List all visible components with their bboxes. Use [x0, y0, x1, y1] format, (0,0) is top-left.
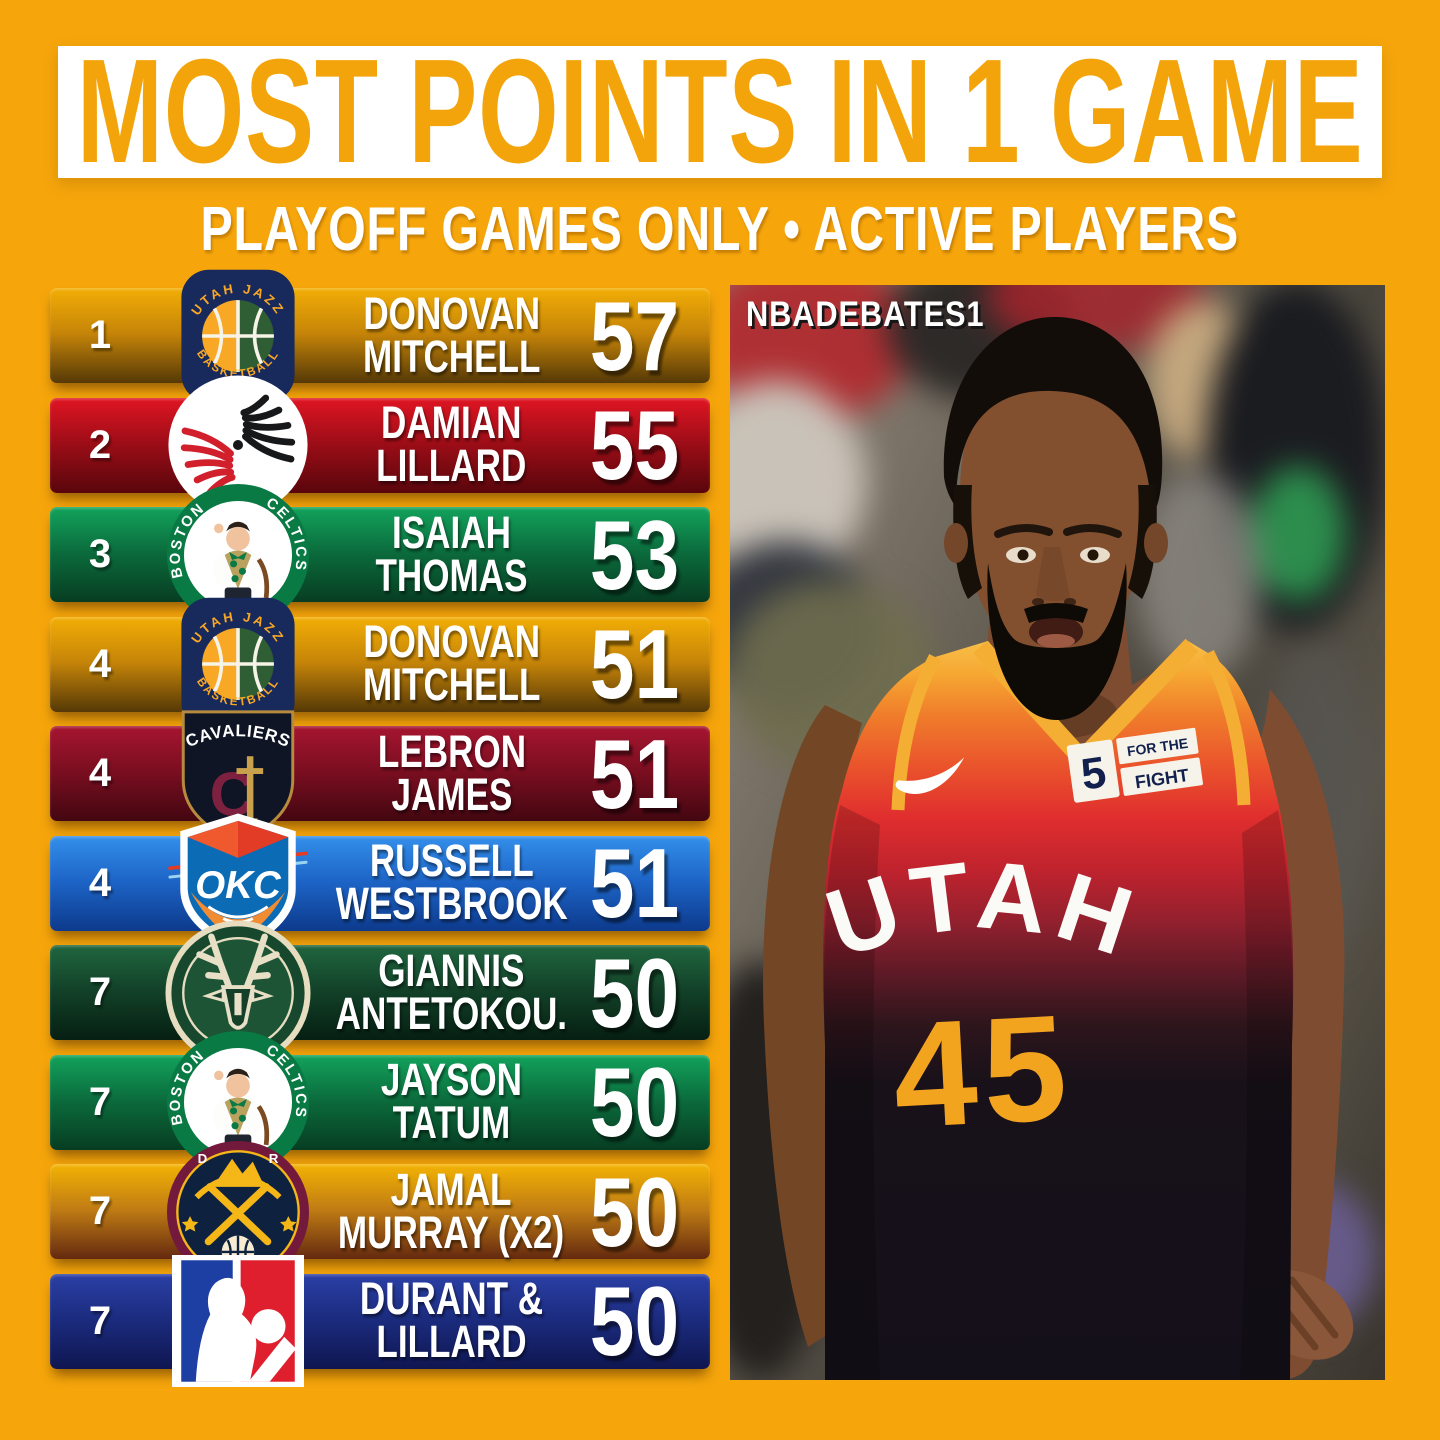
leaderboard-row-6: 4 RUSSELL WESTBROOK 51: [50, 836, 710, 931]
rank-label: 4: [88, 751, 112, 795]
player-name: ISAIAH THOMAS: [375, 506, 528, 601]
points-value: 50: [590, 1156, 680, 1267]
leaderboard-row-4: 4 DONOVAN MITCHELL 51: [50, 617, 710, 712]
player-name: JAMAL MURRAY (X2): [338, 1163, 565, 1258]
points-value: 50: [590, 1266, 680, 1376]
rank-label: 3: [88, 532, 112, 576]
points-value: 57: [590, 280, 680, 391]
subtitle-wrap: PLAYOFF GAMES ONLY • ACTIVE PLAYERS: [0, 194, 1440, 265]
points-value: 50: [590, 1047, 680, 1157]
points-value: 50: [590, 937, 680, 1048]
rank-label: 1: [88, 313, 112, 357]
rank-label: 4: [88, 641, 112, 686]
player-name: JAYSON TATUM: [380, 1054, 523, 1148]
leaderboard-row-3: 3 ISAIAH THOMAS 53: [50, 507, 710, 602]
points-value: 53: [590, 499, 680, 610]
leaderboard-row-1: 1 DONOVAN MITCHELL 57: [50, 288, 710, 383]
page-title: MOST POINTS IN 1 GAME: [76, 29, 1364, 194]
team-logo-cavaliers: [150, 726, 325, 821]
team-logo-utah-jazz: [150, 288, 325, 383]
leaderboard: 1 DONOVAN MITCHELL 57 2 DAMIAN LILLARD 55 …: [50, 288, 710, 1369]
player-name: LEBRON JAMES: [377, 725, 526, 820]
player-name: DURANT & LILLARD: [359, 1273, 544, 1367]
player-name: DAMIAN LILLARD: [376, 397, 527, 491]
rank-label: 7: [88, 1189, 112, 1233]
page-subtitle: PLAYOFF GAMES ONLY • ACTIVE PLAYERS: [200, 195, 1240, 264]
player-photo: 5 FOR THE FIGHT UTAH 45: [730, 285, 1385, 1380]
player-jersey: [823, 641, 1294, 1380]
jersey-number: 45: [889, 982, 1076, 1159]
points-value: 55: [590, 390, 680, 500]
team-logo-thunder: [150, 836, 325, 931]
team-logo-utah-jazz: [150, 617, 325, 712]
rank-label: 7: [88, 970, 112, 1014]
team-logo-trail-blazers: [150, 398, 325, 493]
title-banner: MOST POINTS IN 1 GAME: [58, 38, 1382, 186]
team-logo-nba: [150, 1274, 325, 1369]
player-name: DONOVAN MITCHELL: [362, 287, 541, 382]
player-head: [943, 316, 1168, 720]
player-name: GIANNIS ANTETOKOU.: [335, 944, 568, 1039]
leaderboard-row-7: 7 GIANNIS ANTETOKOU. 50: [50, 945, 710, 1040]
team-logo-nuggets: [150, 1164, 325, 1259]
team-logo-bucks: [150, 945, 325, 1040]
jersey-patch: 5 FOR THE FIGHT: [1066, 727, 1203, 803]
player-name: RUSSELL WESTBROOK: [335, 835, 568, 929]
points-value: 51: [590, 828, 680, 938]
rank-label: 2: [88, 422, 112, 467]
rank-label: 7: [88, 1298, 112, 1343]
leaderboard-row-9: 7 JAMAL MURRAY (X2) 50: [50, 1164, 710, 1259]
nike-swoosh-icon: [895, 757, 965, 794]
player-illustration: 5 FOR THE FIGHT UTAH 45: [763, 316, 1354, 1380]
leaderboard-row-10: 7 DURANT & LILLARD 50: [50, 1274, 710, 1369]
leaderboard-row-2: 2 DAMIAN LILLARD 55: [50, 398, 710, 493]
rank-label: 7: [88, 1079, 112, 1124]
player-name: DONOVAN MITCHELL: [362, 616, 541, 710]
points-value: 51: [590, 718, 680, 829]
watermark: NBADEBATES1: [746, 295, 985, 334]
team-logo-celtics: [150, 1055, 325, 1150]
points-value: 51: [590, 609, 680, 719]
rank-label: 4: [88, 860, 112, 905]
leaderboard-row-8: 7 JAYSON TATUM 50: [50, 1055, 710, 1150]
leaderboard-row-5: 4 LEBRON JAMES 51: [50, 726, 710, 821]
